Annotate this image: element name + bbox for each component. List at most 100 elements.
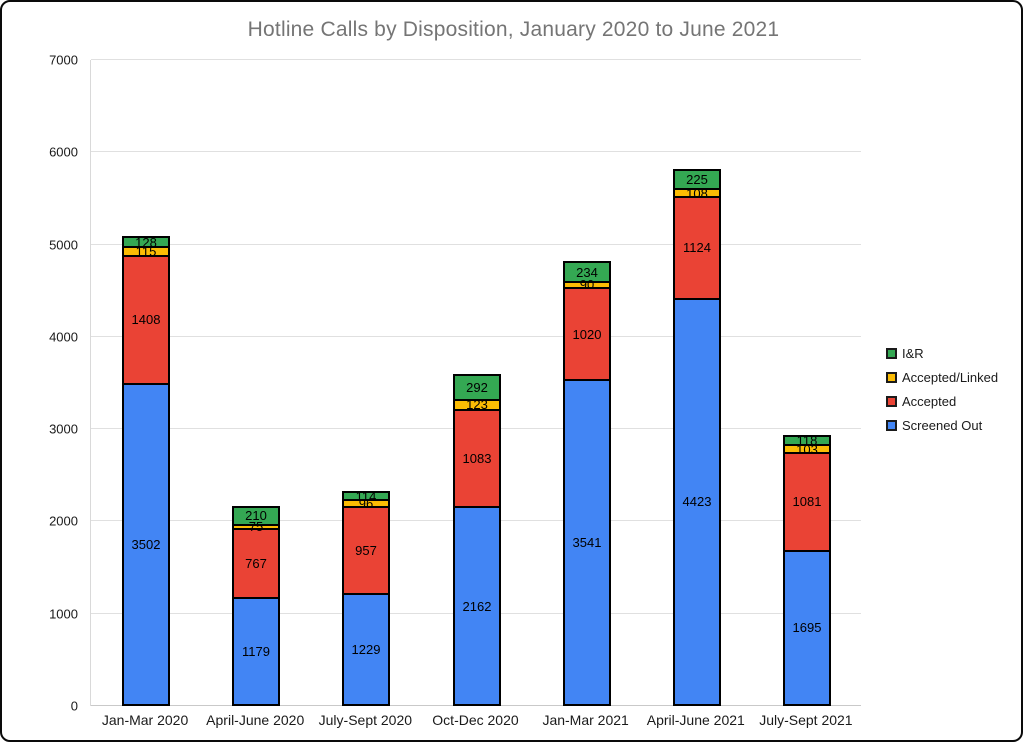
legend-item-accepted-linked: Accepted/Linked xyxy=(886,370,998,385)
legend-item-i-r: I&R xyxy=(886,346,998,361)
segment-accepted-linked: 108 xyxy=(673,185,721,201)
segment-value-label: 767 xyxy=(245,556,267,572)
segment-screened-out: 3502 xyxy=(122,382,170,706)
segment-screened-out: 1695 xyxy=(783,549,831,706)
legend-swatch xyxy=(886,372,897,383)
segment-i-r: 225 xyxy=(673,169,721,191)
segment-value-label: 234 xyxy=(576,264,598,280)
segment-value-label: 123 xyxy=(466,397,488,413)
segment-value-label: 2162 xyxy=(462,598,492,614)
y-tick-label: 4000 xyxy=(49,329,78,345)
x-tick-label: Jan-Mar 2021 xyxy=(542,712,629,728)
x-tick-label: Oct-Dec 2020 xyxy=(432,712,519,728)
legend-item-accepted: Accepted xyxy=(886,394,998,409)
segment-value-label: 96 xyxy=(358,496,374,512)
segment-value-label: 957 xyxy=(355,542,377,558)
segment-accepted-linked: 90 xyxy=(563,277,611,293)
gridline xyxy=(91,151,861,153)
segment-accepted-linked: 115 xyxy=(122,244,170,260)
segment-value-label: 3502 xyxy=(131,536,161,552)
bar-april-june-2020: 1179 767 75 210 xyxy=(232,500,280,706)
gridline xyxy=(91,335,861,337)
segment-accepted: 1124 xyxy=(673,196,721,300)
segment-accepted: 767 xyxy=(232,528,280,600)
segment-value-label: 75 xyxy=(248,519,264,535)
segment-value-label: 118 xyxy=(796,433,818,449)
plot-area: 3502 1408 115 128 1179 767 75 210 1229 957 96 114 21… xyxy=(90,59,861,706)
bar-july-sept-2021: 1695 1081 103 118 xyxy=(783,429,831,706)
segment-accepted-linked: 123 xyxy=(453,397,501,413)
segment-screened-out: 3541 xyxy=(563,379,611,706)
segment-value-label: 1020 xyxy=(572,326,602,342)
chart-title: Hotline Calls by Disposition, January 20… xyxy=(247,18,780,41)
segment-accepted: 1081 xyxy=(783,451,831,552)
segment-accepted-linked: 96 xyxy=(342,496,390,512)
y-tick-label: 2000 xyxy=(49,513,78,529)
y-tick-label: 1000 xyxy=(49,606,78,622)
segment-value-label: 3541 xyxy=(572,535,602,551)
segment-value-label: 114 xyxy=(355,488,377,504)
segment-screened-out: 1229 xyxy=(342,592,390,706)
segment-accepted: 1083 xyxy=(453,408,501,509)
segment-value-label: 90 xyxy=(579,277,595,293)
legend-item-screened-out: Screened Out xyxy=(886,418,998,433)
segment-accepted: 1408 xyxy=(122,254,170,385)
segment-value-label: 1083 xyxy=(462,451,492,467)
segment-value-label: 225 xyxy=(686,172,708,188)
legend-swatch xyxy=(886,396,897,407)
legend-label: Accepted/Linked xyxy=(902,370,999,385)
segment-value-label: 1124 xyxy=(683,240,711,256)
bar-jan-mar-2021: 3541 1020 90 234 xyxy=(563,255,611,706)
bar-jan-mar-2020: 3502 1408 115 128 xyxy=(122,230,170,706)
segment-value-label: 210 xyxy=(245,508,267,524)
segment-screened-out: 2162 xyxy=(453,506,501,706)
legend-swatch xyxy=(886,420,897,431)
y-tick-label: 5000 xyxy=(49,237,78,253)
segment-value-label: 1179 xyxy=(242,644,270,660)
y-axis: 0 1000 2000 3000 4000 5000 6000 7000 xyxy=(2,53,78,714)
bar-july-sept-2020: 1229 957 96 114 xyxy=(342,485,390,706)
segment-accepted: 957 xyxy=(342,506,390,595)
segment-value-label: 128 xyxy=(135,234,157,250)
gridline xyxy=(91,59,861,60)
x-tick-label: Jan-Mar 2020 xyxy=(101,712,189,728)
legend-label: I&R xyxy=(902,346,924,361)
segment-value-label: 4423 xyxy=(682,494,712,510)
segment-value-label: 292 xyxy=(466,380,488,396)
legend-swatch xyxy=(886,348,897,359)
segment-i-r: 210 xyxy=(232,506,280,526)
segment-screened-out: 1179 xyxy=(232,597,280,706)
x-axis: Jan-Mar 2020 April-June 2020 July-Sept 202… xyxy=(90,712,861,732)
legend: I&R Accepted/Linked Accepted Screened Out xyxy=(886,346,998,433)
segment-value-label: 1081 xyxy=(792,494,822,510)
segment-value-label: 1229 xyxy=(351,641,381,657)
segment-i-r: 118 xyxy=(783,433,831,449)
segment-value-label: 103 xyxy=(796,441,818,457)
segment-accepted: 1020 xyxy=(563,287,611,382)
segment-value-label: 115 xyxy=(135,244,157,260)
y-tick-label: 6000 xyxy=(49,144,78,160)
y-tick-label: 7000 xyxy=(49,52,78,68)
segment-accepted-linked: 103 xyxy=(783,441,831,457)
x-tick-label: July-Sept 2020 xyxy=(318,712,413,728)
segment-value-label: 108 xyxy=(686,185,708,201)
legend-label: Accepted xyxy=(902,394,957,409)
x-tick-label: July-Sept 2021 xyxy=(759,712,853,728)
segment-i-r: 128 xyxy=(122,234,170,250)
segment-i-r: 234 xyxy=(563,261,611,283)
segment-i-r: 292 xyxy=(453,374,501,402)
bar-april-june-2021: 4423 1124 108 225 xyxy=(673,163,721,706)
segment-i-r: 114 xyxy=(342,488,390,504)
x-tick-label: April-June 2020 xyxy=(206,712,305,728)
y-tick-label: 3000 xyxy=(49,421,78,437)
gridline xyxy=(91,243,861,245)
segment-value-label: 1695 xyxy=(792,620,822,636)
y-tick-label: 0 xyxy=(70,698,78,714)
segment-accepted-linked: 75 xyxy=(232,520,280,533)
bar-oct-dec-2020: 2162 1083 123 292 xyxy=(453,368,501,706)
segment-value-label: 1408 xyxy=(131,312,161,328)
segment-screened-out: 4423 xyxy=(673,297,721,706)
x-tick-label: April-June 2021 xyxy=(646,712,745,728)
legend-label: Screened Out xyxy=(902,418,983,433)
